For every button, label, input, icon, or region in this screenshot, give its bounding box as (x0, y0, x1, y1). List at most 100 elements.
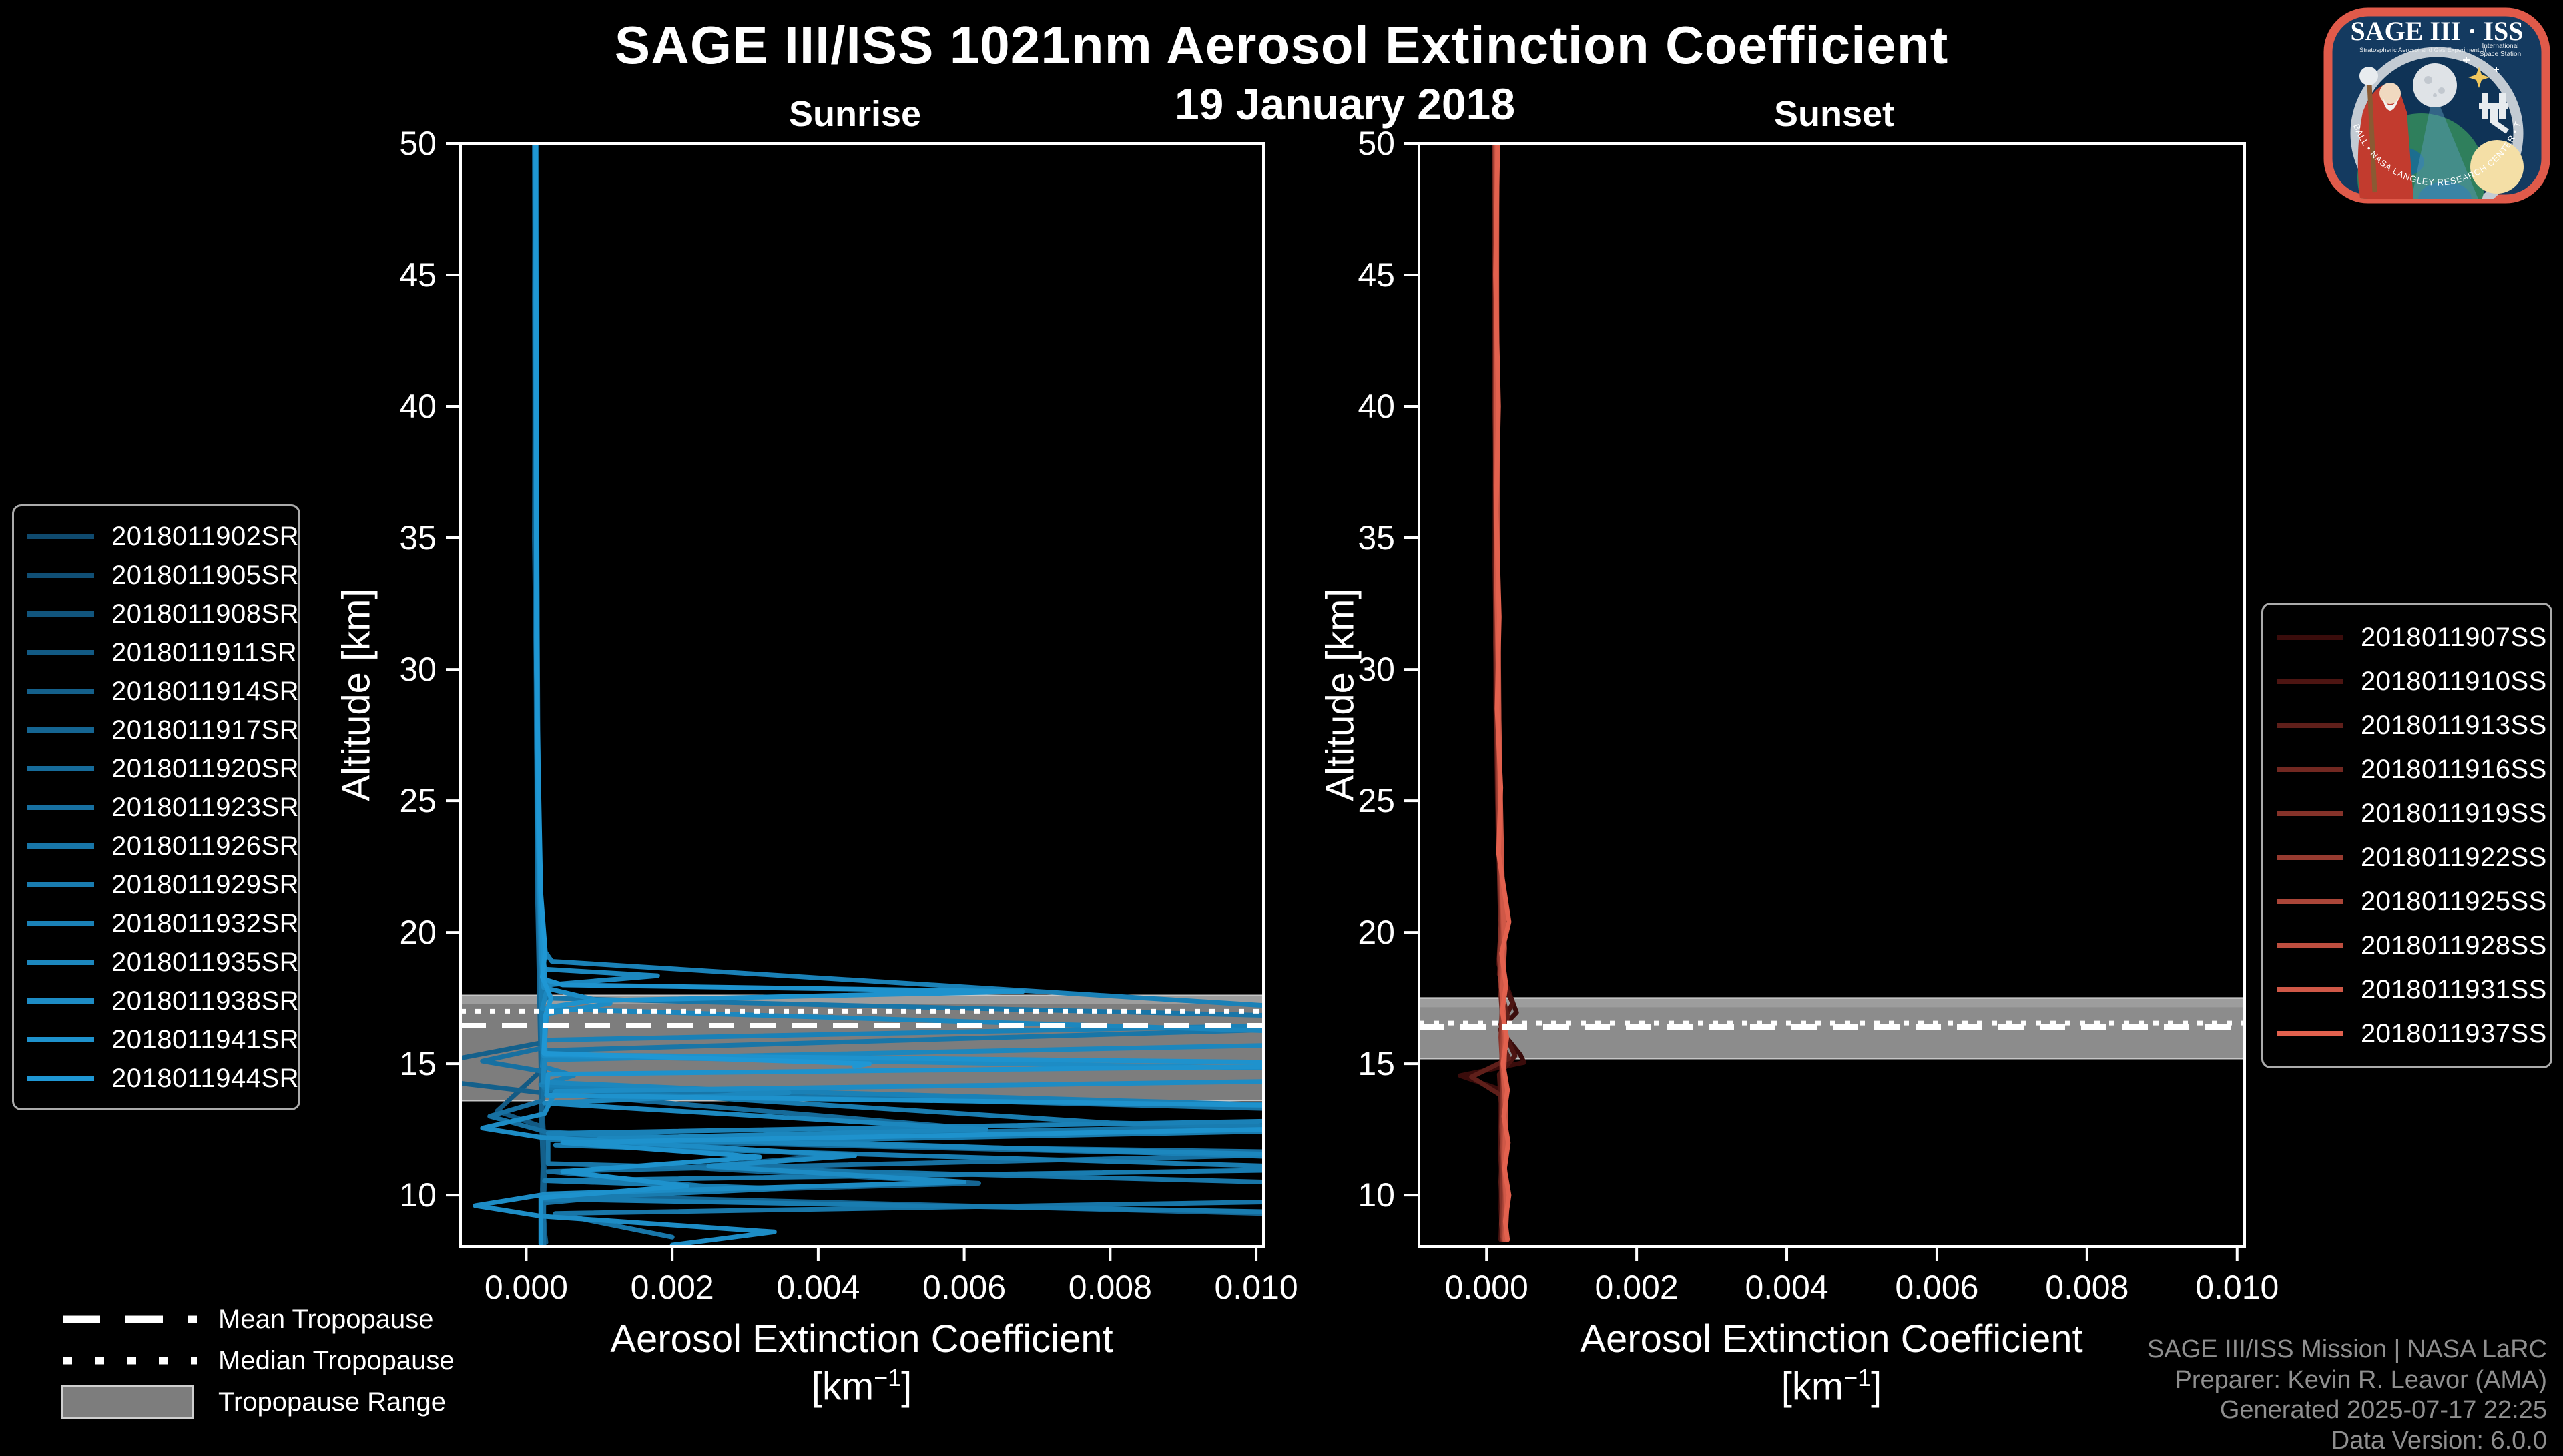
tropopause-legend-range: Tropopause Range (61, 1381, 455, 1423)
legend-item-label: 2018011920SR (111, 753, 300, 783)
patch-star (2468, 67, 2490, 88)
legend-line-sample (27, 534, 94, 539)
legend-line-sample (27, 921, 94, 926)
y-tick-label: 25 (399, 782, 437, 819)
plot-area-sunset (1419, 143, 2245, 1242)
date-subtitle: 19 January 2018 (1174, 79, 1516, 129)
legend-line-sample (2277, 987, 2343, 992)
legend-line-sample (2277, 899, 2343, 904)
legend-sunset: 2018011907SS 2018011910SS 2018011913SS 2018… (2261, 603, 2552, 1068)
legend-line-sample (27, 998, 94, 1004)
x-tick-label: 0.006 (922, 1268, 1006, 1306)
legend-item-label: 2018011911SR (111, 637, 298, 667)
tropopause-range-band-light (1419, 998, 2245, 1008)
patch-subtitle-right-2: Space Station (2480, 51, 2521, 58)
sage-iss-mission-patch: SAGE III · ISS Stratospheric Aerosol and… (2323, 7, 2550, 204)
patch-subtitle-right-1: International (2482, 43, 2518, 50)
tropopause-range-label: Tropopause Range (218, 1387, 446, 1417)
y-tick-label: 50 (399, 125, 437, 162)
footer-preparer-line: Preparer: Kevin R. Leavor (AMA) (2175, 1365, 2547, 1394)
tropopause-legend-median: Median Tropopause (61, 1340, 455, 1381)
legend-line-sample (27, 1076, 94, 1081)
y-tick-label: 50 (1358, 125, 1395, 162)
legend-item-label: 2018011925SS (2361, 886, 2547, 916)
plot-area-sunrise (461, 143, 1263, 1246)
legend-item-label: 2018011919SS (2361, 798, 2547, 828)
y-tick-label: 40 (1358, 388, 1395, 425)
legend-item-2018011931SS: 2018011931SS (2277, 968, 2546, 1012)
legend-item-2018011914SR: 2018011914SR (27, 672, 299, 711)
legend-item-2018011916SS: 2018011916SS (2277, 747, 2546, 791)
legend-line-sample (2277, 943, 2343, 948)
series-line-2018011926SR (533, 143, 1263, 1240)
x-tick-label: 0.010 (1215, 1268, 1298, 1306)
legend-item-2018011929SR: 2018011929SR (27, 865, 299, 904)
x-tick-label: 0.008 (1069, 1268, 1152, 1306)
legend-item-label: 2018011931SS (2361, 974, 2547, 1004)
legend-item-2018011928SS: 2018011928SS (2277, 924, 2546, 968)
legend-line-sample (27, 611, 94, 617)
footer-credits: SAGE III/ISS Mission | NASA LaRC Prepare… (2147, 1335, 2547, 1456)
footer-generated-line: Generated 2025-07-17 22:25 (2219, 1396, 2547, 1425)
tropopause-range-swatch (61, 1385, 198, 1419)
legend-line-sample (2277, 767, 2343, 772)
legend-item-label: 2018011937SS (2361, 1018, 2547, 1048)
plot-frame-sunset (1418, 142, 2246, 1248)
patch-iss (2479, 93, 2509, 134)
legend-item-2018011938SR: 2018011938SR (27, 982, 299, 1020)
legend-item-2018011922SS: 2018011922SS (2277, 835, 2546, 879)
legend-item-label: 2018011908SR (111, 599, 300, 629)
legend-item-label: 2018011935SR (111, 947, 300, 977)
y-tick-label: 35 (1358, 519, 1395, 557)
y-tick-label: 25 (1358, 782, 1395, 819)
legend-item-2018011919SS: 2018011919SS (2277, 791, 2546, 835)
y-tick-label: 15 (399, 1045, 437, 1082)
legend-line-sample (2277, 635, 2343, 640)
legend-item-label: 2018011923SR (111, 792, 300, 822)
median-tropopause-label: Median Tropopause (218, 1345, 455, 1375)
legend-item-label: 2018011907SS (2361, 622, 2547, 652)
legend-item-label: 2018011910SS (2361, 666, 2547, 696)
patch-moon (2413, 63, 2457, 107)
legend-item-label: 2018011932SR (111, 908, 300, 938)
legend-item-label: 2018011913SS (2361, 710, 2547, 740)
y-tick-label: 45 (1358, 256, 1395, 294)
legend-item-label: 2018011938SR (111, 986, 300, 1016)
x-tick-label: 0.010 (2195, 1268, 2279, 1306)
y-tick-label: 40 (399, 388, 437, 425)
legend-line-sample (2277, 811, 2343, 816)
legend-item-2018011920SR: 2018011920SR (27, 749, 299, 788)
legend-item-2018011911SR: 2018011911SR (27, 633, 297, 672)
legend-item-2018011913SS: 2018011913SS (2277, 703, 2546, 747)
y-tick-label: 10 (399, 1176, 437, 1214)
legend-line-sample (27, 960, 94, 965)
legend-item-label: 2018011928SS (2361, 930, 2547, 960)
tropopause-legend: Mean Tropopause Median Tropopause Tropop… (61, 1299, 455, 1423)
legend-line-sample (2277, 1031, 2343, 1036)
legend-item-label: 2018011905SR (111, 560, 300, 590)
x-tick-label: 0.002 (1595, 1268, 1679, 1306)
legend-item-2018011910SS: 2018011910SS (2277, 659, 2546, 703)
legend-item-label: 2018011914SR (111, 676, 300, 706)
legend-line-sample (2277, 679, 2343, 684)
legend-sunrise: 2018011902SR 2018011905SR 2018011908SR 2018… (12, 504, 300, 1110)
page-title: SAGE III/ISS 1021nm Aerosol Extinction C… (614, 15, 1949, 75)
panel-title-sunrise: Sunrise (788, 94, 922, 134)
legend-item-label: 2018011929SR (111, 869, 300, 899)
x-axis-label-sunrise: Aerosol Extinction Coefficient [km−1] (610, 1317, 1113, 1409)
median-tropopause-swatch (61, 1356, 198, 1365)
mean-tropopause-swatch (61, 1315, 198, 1324)
legend-line-sample (27, 727, 94, 733)
legend-item-label: 2018011926SR (111, 831, 300, 861)
y-tick-label: 35 (399, 519, 437, 557)
legend-item-2018011925SS: 2018011925SS (2277, 879, 2546, 924)
y-tick-label: 30 (399, 651, 437, 688)
x-tick-label: 0.000 (1445, 1268, 1528, 1306)
patch-title: SAGE III · ISS (2350, 16, 2523, 46)
legend-item-label: 2018011941SR (111, 1024, 300, 1054)
legend-line-sample (27, 689, 94, 694)
legend-item-2018011932SR: 2018011932SR (27, 904, 299, 943)
legend-item-label: 2018011944SR (111, 1063, 300, 1093)
y-tick-label: 45 (399, 256, 437, 294)
legend-item-2018011905SR: 2018011905SR (27, 556, 299, 595)
